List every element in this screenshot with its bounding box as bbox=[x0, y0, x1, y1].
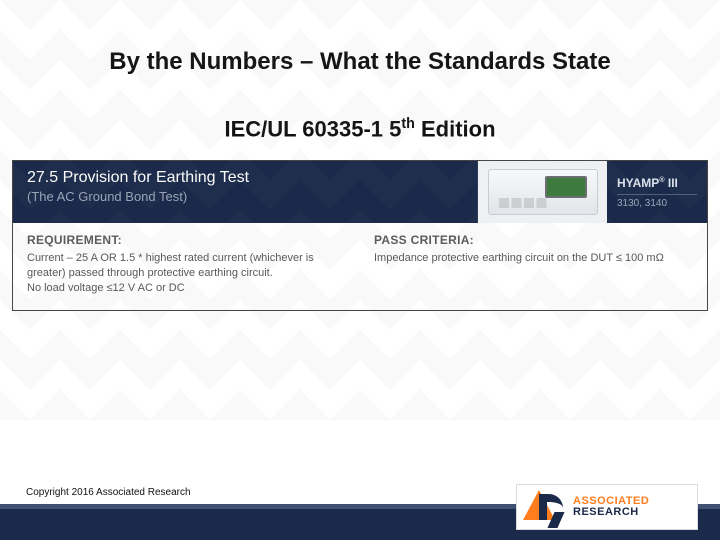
section-heading: 27.5 Provision for Earthing Test bbox=[27, 169, 463, 187]
device-image bbox=[477, 161, 607, 223]
logo-mark-icon bbox=[523, 490, 567, 524]
pass-label: PASS CRITERIA: bbox=[374, 233, 693, 247]
product-suffix: III bbox=[665, 176, 678, 190]
product-name: HYAMP® III bbox=[617, 175, 678, 190]
requirement-label: REQUIREMENT: bbox=[27, 233, 346, 247]
product-callout: HYAMP® III 3130, 3140 bbox=[607, 161, 707, 223]
product-name-text: HYAMP bbox=[617, 176, 659, 190]
copyright: Copyright 2016 Associated Research bbox=[26, 487, 191, 498]
requirement-text-2: No load voltage ≤12 V AC or DC bbox=[27, 281, 346, 296]
section-subheading: (The AC Ground Bond Test) bbox=[27, 189, 463, 204]
panel-header-text: 27.5 Provision for Earthing Test (The AC… bbox=[13, 161, 477, 223]
page-title: By the Numbers – What the Standards Stat… bbox=[0, 0, 720, 76]
product-models: 3130, 3140 bbox=[617, 194, 697, 209]
subtitle-sup: th bbox=[401, 116, 415, 132]
tester-device-illustration bbox=[488, 169, 598, 215]
pass-criteria-column: PASS CRITERIA: Impedance protective eart… bbox=[360, 223, 707, 310]
logo-text: ASSOCIATED RESEARCH bbox=[573, 496, 649, 518]
criteria-row: REQUIREMENT: Current – 25 A OR 1.5 * hig… bbox=[13, 223, 707, 310]
standards-panel: 27.5 Provision for Earthing Test (The AC… bbox=[12, 160, 708, 311]
pass-text-1: Impedance protective earthing circuit on… bbox=[374, 251, 693, 266]
subtitle-main: IEC/UL 60335-1 5 bbox=[224, 116, 401, 141]
logo-word-2: RESEARCH bbox=[573, 507, 649, 518]
subtitle: IEC/UL 60335-1 5th Edition bbox=[0, 116, 720, 142]
company-logo: ASSOCIATED RESEARCH bbox=[516, 484, 698, 530]
subtitle-tail: Edition bbox=[415, 116, 496, 141]
footer: Copyright 2016 Associated Research ASSOC… bbox=[0, 480, 720, 540]
requirement-column: REQUIREMENT: Current – 25 A OR 1.5 * hig… bbox=[13, 223, 360, 310]
section-number: 27.5 bbox=[27, 169, 58, 186]
requirement-text-1: Current – 25 A OR 1.5 * highest rated cu… bbox=[27, 251, 346, 281]
section-title: Provision for Earthing Test bbox=[63, 169, 249, 186]
panel-header: 27.5 Provision for Earthing Test (The AC… bbox=[13, 161, 707, 223]
